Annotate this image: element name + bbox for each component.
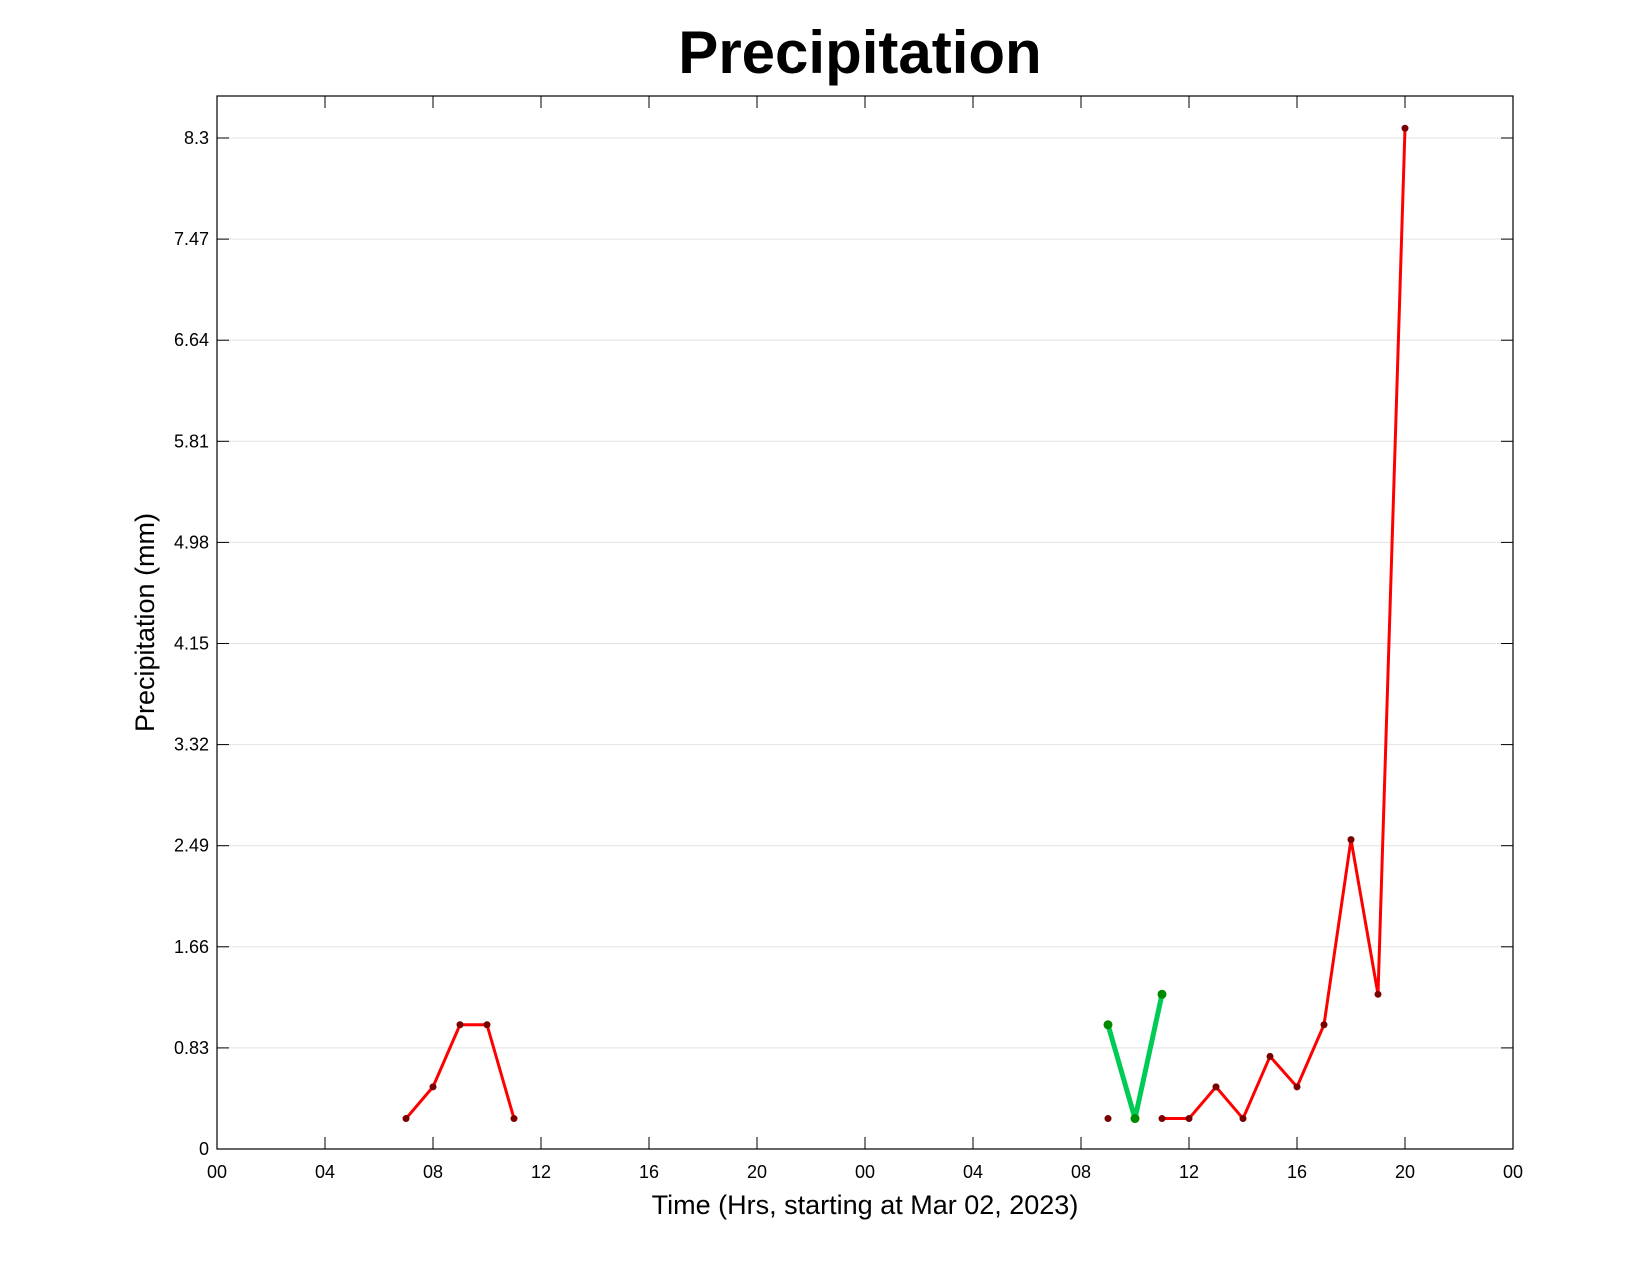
y-axis-title: Precipitation (mm) — [130, 513, 160, 732]
y-tick-label: 4.15 — [174, 634, 209, 654]
x-tick-label: 04 — [315, 1162, 335, 1182]
data-point — [1239, 1115, 1247, 1123]
y-tick-label: 3.32 — [174, 735, 209, 755]
data-point — [1157, 989, 1167, 999]
data-point — [483, 1021, 491, 1029]
data-point — [1158, 1115, 1166, 1123]
chart-title: Precipitation — [678, 19, 1042, 86]
x-tick-label: 20 — [747, 1162, 767, 1182]
series-line — [1162, 128, 1407, 1121]
x-tick-label: 04 — [963, 1162, 983, 1182]
data-point — [1103, 1020, 1113, 1030]
tick-layer: 0 0.83 1.66 2.49 3.32 4.15 4.98 5.81 6.64 7.47 8.3… — [174, 96, 1523, 1182]
y-tick-label: 0 — [199, 1139, 209, 1159]
x-tick-label: 12 — [531, 1162, 551, 1182]
data-point — [1347, 836, 1355, 844]
y-tick-label: 6.64 — [174, 330, 209, 350]
data-point — [1212, 1083, 1220, 1091]
data-point — [1293, 1083, 1301, 1091]
x-tick-label: 08 — [423, 1162, 443, 1182]
data-point — [1374, 990, 1382, 998]
x-tick-label: 00 — [207, 1162, 227, 1182]
y-tick-label: 1.66 — [174, 937, 209, 957]
data-point — [456, 1021, 464, 1029]
x-tick-label: 16 — [639, 1162, 659, 1182]
x-tick-label: 20 — [1395, 1162, 1415, 1182]
x-tick-label: 12 — [1179, 1162, 1199, 1182]
data-point — [510, 1115, 518, 1123]
x-tick-label: 00 — [1503, 1162, 1523, 1182]
data-point — [1320, 1021, 1328, 1029]
data-point — [1130, 1114, 1140, 1124]
grid-layer — [217, 137, 1513, 1049]
data-point — [1104, 1115, 1112, 1123]
data-point — [1266, 1052, 1274, 1060]
data-point — [1185, 1115, 1193, 1123]
series-line — [404, 1023, 516, 1120]
y-tick-label: 4.98 — [174, 532, 209, 552]
x-tick-label: 08 — [1071, 1162, 1091, 1182]
x-tick-label: 16 — [1287, 1162, 1307, 1182]
y-tick-label: 2.49 — [174, 836, 209, 856]
data-point — [429, 1083, 437, 1091]
y-tick-label: 7.47 — [174, 229, 209, 249]
x-axis-title: Time (Hrs, starting at Mar 02, 2023) — [652, 1190, 1079, 1220]
y-tick-label: 0.83 — [174, 1038, 209, 1058]
axes-box — [216, 95, 1514, 1150]
y-tick-label: 8.3 — [184, 128, 209, 148]
series-layer — [402, 124, 1409, 1124]
y-tick-label: 5.81 — [174, 431, 209, 451]
data-point — [1401, 124, 1409, 132]
x-tick-label: 00 — [855, 1162, 875, 1182]
series-line — [1105, 993, 1165, 1122]
data-point — [402, 1115, 410, 1123]
